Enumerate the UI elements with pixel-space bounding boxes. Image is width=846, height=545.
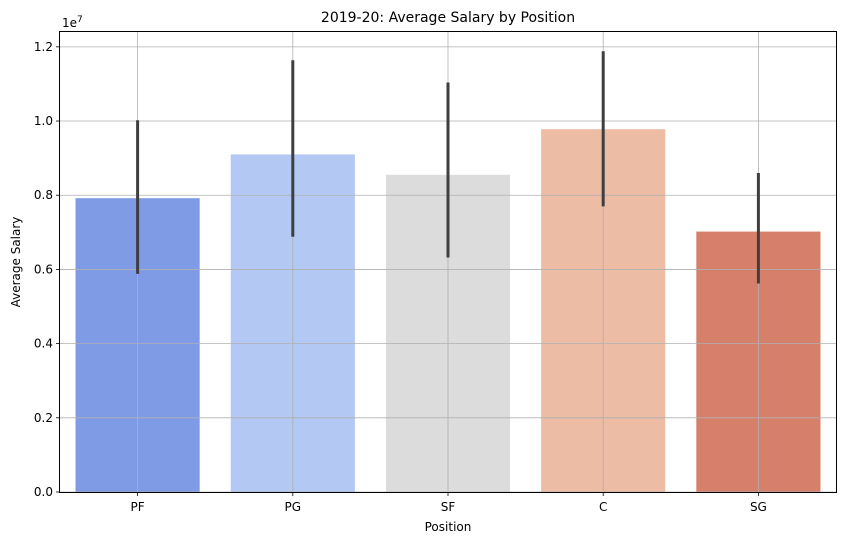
- y-tick-label: 1.2: [34, 40, 53, 54]
- x-tick-label-pf: PF: [131, 500, 145, 514]
- chart-title: 2019-20: Average Salary by Position: [321, 10, 575, 26]
- x-tick-label-sg: SG: [750, 500, 767, 514]
- y-offset-base: 1e: [62, 16, 77, 30]
- error-bars-layer: [136, 51, 760, 284]
- y-axis: 0.0 0.2 0.4 0.6 0.8 1.0 1.2: [34, 40, 60, 499]
- y-axis-label: Average Salary: [9, 217, 23, 308]
- x-tick-label-pg: PG: [285, 500, 302, 514]
- y-tick-label: 0.8: [34, 188, 53, 202]
- y-tick-label: 0.4: [34, 337, 53, 351]
- x-tick-label-c: C: [599, 500, 607, 514]
- y-offset-label: 1e7: [62, 15, 83, 30]
- x-tick-label-sf: SF: [441, 500, 456, 514]
- y-offset-exponent: 7: [77, 15, 83, 25]
- x-axis-label: Position: [425, 520, 472, 534]
- grid-layer: [60, 32, 836, 493]
- y-tick-label: 0.6: [34, 262, 53, 276]
- x-axis: PF PG SF C SG: [131, 492, 767, 514]
- y-tick-label: 1.0: [34, 114, 53, 128]
- y-tick-label: 0.0: [34, 485, 53, 499]
- y-tick-label: 0.2: [34, 411, 53, 425]
